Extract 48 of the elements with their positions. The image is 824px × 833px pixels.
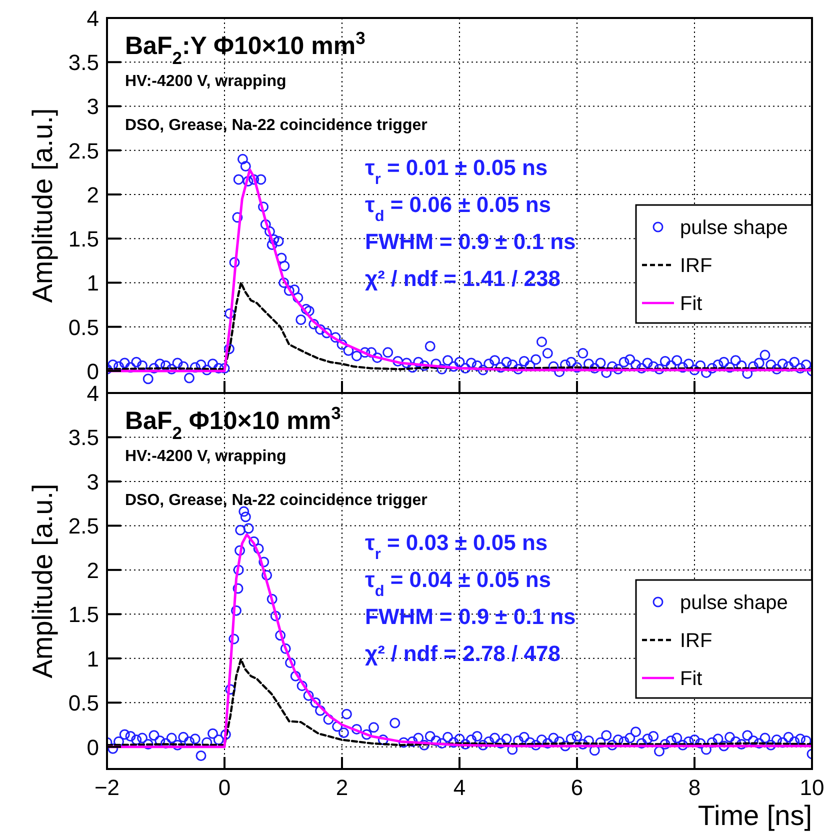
y-tick-label: 1.5 bbox=[68, 226, 99, 252]
y-tick-label: 0.5 bbox=[68, 690, 99, 716]
x-tick-label: 6 bbox=[570, 775, 584, 800]
x-tick-label: 4 bbox=[453, 775, 466, 800]
legend-label: pulse shape bbox=[680, 217, 788, 239]
y-tick-label: 2.5 bbox=[68, 514, 99, 539]
legend-label: IRF bbox=[680, 255, 712, 277]
y-tick-label: 1 bbox=[86, 646, 99, 672]
y-tick-label: 3.5 bbox=[68, 50, 99, 76]
y-tick-label: 4 bbox=[86, 381, 99, 406]
y-tick-label: 2 bbox=[86, 182, 99, 208]
y-tick-label: 0 bbox=[86, 734, 99, 760]
annotation: τ$_{r}$ = 0.01 ± 0.05 ns bbox=[365, 155, 548, 188]
annotation: τ$_{d}$ = 0.06 ± 0.05 ns bbox=[365, 192, 552, 224]
annotation: FWHM = 0.9 ± 0.1 ns bbox=[365, 604, 576, 629]
annotation: DSO, Grease, Na-22 coincidence trigger bbox=[125, 492, 428, 509]
x-tick-label: −2 bbox=[94, 775, 120, 800]
text: BaF$_{2}$ Φ10×10 mm$^{3}$ bbox=[125, 403, 342, 443]
y-tick-label: 3 bbox=[86, 94, 99, 120]
annotation: χ² / ndf = 1.41 / 238 bbox=[365, 266, 560, 291]
annotation: τ$_{d}$ = 0.04 ± 0.05 ns bbox=[365, 567, 552, 600]
annotation: χ² / ndf = 2.78 / 478 bbox=[365, 641, 560, 666]
text: BaF$_{2}$:Y Φ10×10 mm$^{3}$ bbox=[125, 28, 366, 68]
text: HV:-4200 V, wrapping bbox=[125, 73, 286, 90]
x-tick-label: 8 bbox=[688, 775, 701, 800]
y-axis-title: Amplitude [a.u.] bbox=[27, 484, 58, 678]
legend-label: Fit bbox=[680, 293, 703, 315]
y-tick-label: 1 bbox=[86, 270, 99, 296]
legend-label: Fit bbox=[680, 668, 703, 690]
annotation: FWHM = 0.9 ± 0.1 ns bbox=[365, 229, 576, 254]
y-tick-label: 2 bbox=[86, 558, 99, 583]
y-tick-label: 2.5 bbox=[68, 138, 99, 164]
annotation: τ$_{r}$ = 0.03 ± 0.05 ns bbox=[365, 530, 548, 562]
y-tick-label: 4 bbox=[86, 6, 99, 31]
x-tick-label: 2 bbox=[336, 775, 348, 800]
annotation: DSO, Grease, Na-22 coincidence trigger bbox=[125, 117, 428, 134]
legend-label: pulse shape bbox=[680, 592, 788, 614]
x-axis-title: Time [ns] bbox=[698, 800, 812, 831]
x-tick-label: 0 bbox=[218, 775, 231, 800]
legend-label: IRF bbox=[680, 630, 712, 652]
y-tick-label: 0 bbox=[86, 358, 99, 384]
y-tick-label: 0.5 bbox=[68, 314, 99, 340]
text: HV:-4200 V, wrapping bbox=[125, 448, 286, 465]
y-tick-label: 3 bbox=[86, 469, 99, 494]
y-tick-label: 1.5 bbox=[68, 602, 99, 628]
y-axis-title: Amplitude [a.u.] bbox=[27, 108, 58, 303]
x-tick-label: 10 bbox=[800, 775, 824, 800]
y-tick-label: 3.5 bbox=[68, 425, 99, 450]
